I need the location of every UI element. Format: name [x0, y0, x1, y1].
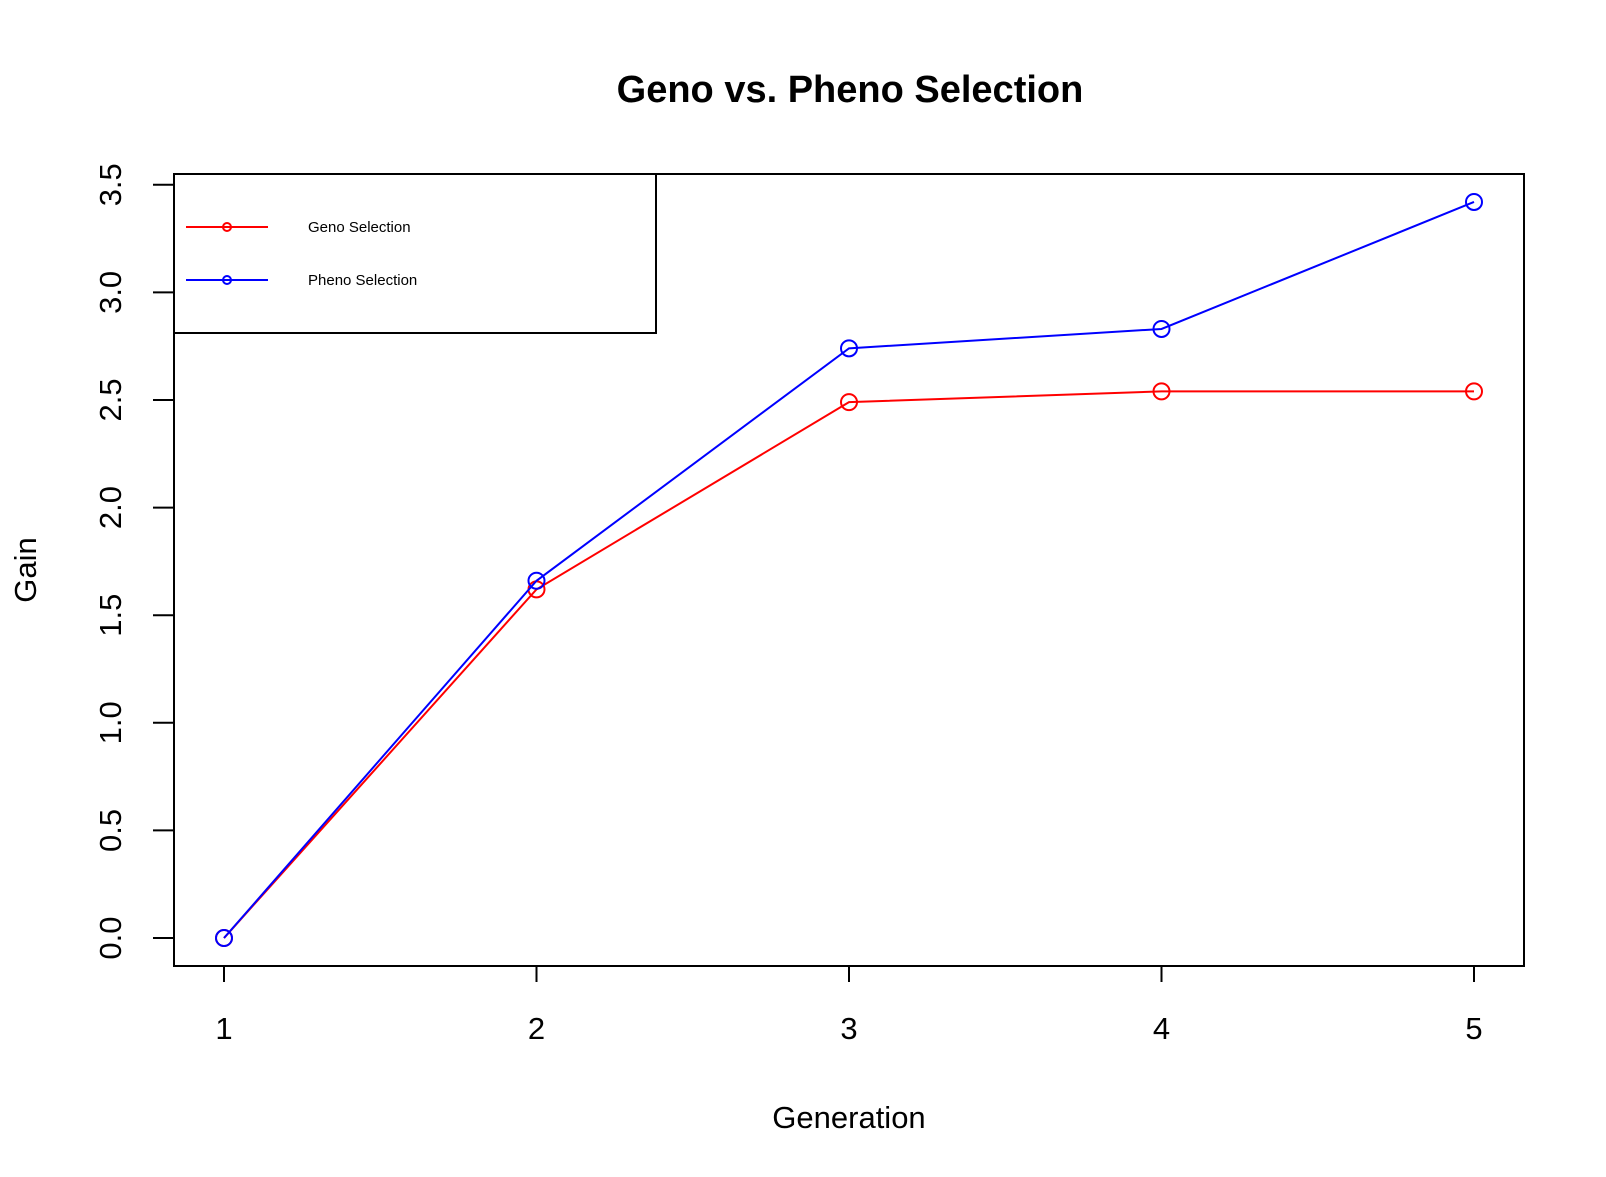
data-point-geno-selection: [840, 393, 858, 412]
legend-marker: [222, 275, 232, 285]
chart-title: Geno vs. Pheno Selection: [617, 69, 1084, 111]
y-tick-label: 2.5: [93, 378, 128, 421]
data-point-pheno-selection: [1152, 319, 1171, 338]
legend-marker: [222, 222, 232, 232]
legend-label: Pheno Selection: [308, 272, 417, 289]
x-tick-label: 3: [840, 1011, 857, 1046]
x-tick-label: 4: [1153, 1011, 1170, 1046]
x-axis: 1 2 3 4 5: [215, 965, 1483, 1046]
x-tick-label: 1: [215, 1011, 232, 1046]
legend: Geno Selection Pheno Selection: [173, 173, 657, 334]
data-point-pheno-selection: [1465, 192, 1483, 211]
data-point-geno-selection: [1465, 382, 1483, 401]
x-tick-label: 2: [528, 1011, 545, 1046]
y-tick-label: 0.5: [93, 809, 128, 852]
y-axis: 0.0 0.5 1.0 1.5 2.0 2.5 3.0 3.5: [93, 163, 175, 960]
series-line-pheno-selection: [223, 201, 1475, 939]
series-layer: [215, 192, 1483, 948]
x-axis-label: Generation: [772, 1100, 925, 1135]
y-axis-label: Gain: [8, 537, 43, 602]
y-tick-label: 3.5: [93, 163, 128, 206]
y-tick-label: 3.0: [93, 271, 128, 314]
y-tick-label: 0.0: [93, 916, 128, 959]
data-point-pheno-selection: [527, 571, 546, 590]
y-tick-label: 1.5: [93, 594, 128, 637]
data-point-pheno-selection: [215, 929, 233, 948]
legend-box: [173, 173, 657, 334]
legend-label: Geno Selection: [308, 219, 411, 236]
series-line-geno-selection: [223, 390, 1474, 939]
data-point-pheno-selection: [840, 339, 858, 358]
data-point-geno-selection: [1152, 382, 1171, 401]
y-tick-label: 1.0: [93, 701, 128, 744]
y-tick-label: 2.0: [93, 486, 128, 529]
x-tick-label: 5: [1465, 1011, 1482, 1046]
